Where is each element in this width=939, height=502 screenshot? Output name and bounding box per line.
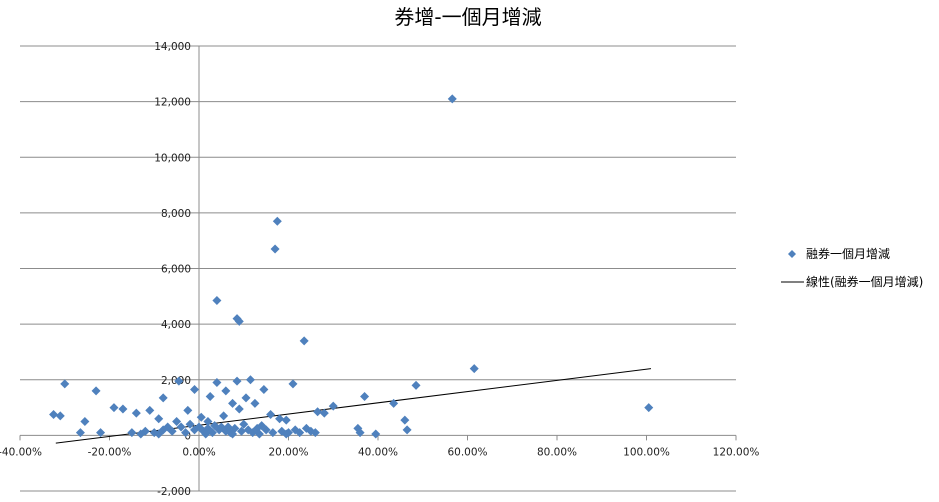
legend-label-scatter: 融券一個月增減 (806, 246, 890, 261)
data-point (174, 376, 184, 386)
data-point (80, 416, 90, 426)
data-point (221, 386, 231, 396)
legend-marker-scatter (788, 250, 796, 258)
data-point (306, 426, 316, 436)
data-point (228, 398, 238, 408)
data-point (127, 428, 137, 438)
data-point (266, 410, 276, 420)
x-tick-label: 40.00% (358, 446, 398, 458)
x-tick-label: 20.00% (268, 446, 308, 458)
data-point (118, 404, 128, 414)
data-point (207, 428, 217, 438)
data-point (96, 428, 106, 438)
y-tick-label: -2,000 (157, 486, 191, 498)
data-point (131, 408, 141, 418)
data-point (328, 401, 338, 411)
y-tick-label: 8,000 (161, 208, 191, 220)
data-point (644, 403, 654, 413)
data-point (136, 429, 146, 439)
data-point (212, 378, 222, 388)
data-point (172, 416, 182, 426)
data-point (275, 414, 285, 424)
data-point (212, 295, 222, 305)
data-point (228, 429, 238, 439)
x-tick-label: -20.00% (88, 446, 132, 458)
data-point (295, 428, 305, 438)
data-point (75, 428, 85, 438)
data-point (196, 412, 206, 422)
data-point (234, 404, 244, 414)
data-point (158, 393, 168, 403)
data-point (254, 429, 264, 439)
y-tick-label: 10,000 (154, 152, 191, 164)
chart-title: 券增-一個月增減 (394, 5, 541, 29)
data-point (360, 391, 370, 401)
data-point (55, 411, 65, 421)
data-point (185, 419, 195, 429)
data-point (203, 416, 213, 426)
data-point (469, 364, 479, 374)
data-point (176, 422, 186, 432)
y-tick-label: 6,000 (161, 264, 191, 276)
data-point (281, 429, 291, 439)
data-point (447, 94, 457, 104)
data-point (270, 244, 280, 254)
data-point (250, 398, 260, 408)
x-tick-label: 60.00% (447, 446, 487, 458)
y-tick-label: 12,000 (154, 97, 191, 109)
axis-layer: -2,00002,0004,0006,0008,00010,00012,0001… (0, 41, 759, 498)
data-point (232, 376, 242, 386)
data-point (91, 386, 101, 396)
data-point (248, 428, 258, 438)
data-point (400, 415, 410, 425)
data-point (214, 425, 224, 435)
x-tick-label: 100.00% (623, 446, 670, 458)
data-point (319, 408, 329, 418)
point-layer (49, 94, 654, 439)
data-point (245, 375, 255, 385)
data-point (239, 419, 249, 429)
data-point (145, 405, 155, 415)
data-point (288, 379, 298, 389)
data-point (190, 384, 200, 394)
data-point (109, 403, 119, 413)
data-point (167, 426, 177, 436)
data-point (181, 428, 191, 438)
data-point (183, 405, 193, 415)
x-tick-label: 0.00% (182, 446, 215, 458)
data-point (371, 429, 381, 439)
data-point (241, 393, 251, 403)
data-point (402, 425, 412, 435)
grid-layer (20, 45, 736, 492)
x-tick-label: -40.00% (0, 446, 42, 458)
data-point (389, 398, 399, 408)
x-tick-label: 120.00% (713, 446, 760, 458)
y-tick-label: 4,000 (161, 319, 191, 331)
y-tick-label: 0 (184, 430, 191, 442)
data-point (268, 428, 278, 438)
data-point (219, 411, 229, 421)
data-point (154, 414, 164, 424)
data-point (272, 216, 282, 226)
data-point (154, 429, 164, 439)
data-point (234, 316, 244, 326)
legend: 融券一個月增減 線性(融券一個月增減) (781, 246, 923, 289)
data-point (49, 410, 59, 420)
legend-label-trendline: 線性(融券一個月增減) (806, 274, 923, 289)
y-tick-label: 14,000 (154, 41, 191, 53)
data-point (281, 415, 291, 425)
data-point (205, 391, 215, 401)
data-point (201, 429, 211, 439)
data-point (355, 428, 365, 438)
data-point (411, 380, 421, 390)
data-point (299, 336, 309, 346)
data-point (60, 379, 70, 389)
data-point (259, 384, 269, 394)
data-point (237, 426, 247, 436)
data-point (261, 425, 271, 435)
data-point (313, 407, 323, 417)
x-tick-label: 80.00% (537, 446, 577, 458)
